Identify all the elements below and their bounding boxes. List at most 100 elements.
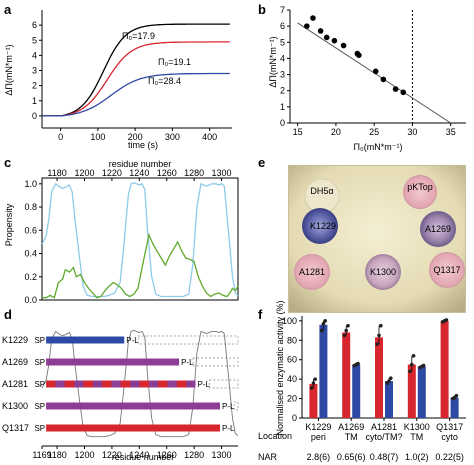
panel-b-ytick-label: 5 [280,37,285,47]
panel-f-point [377,333,381,338]
panel-f-group-name: K1300 [404,422,430,432]
panel-f-group-name: Q1317 [436,422,463,432]
panel-f-location-label: Location [258,431,292,441]
panel-d-row-sp: SP [34,358,45,367]
panel-f-point [321,321,326,326]
panel-d-dashed-box [233,401,239,411]
panel-c-series-line [42,232,239,299]
panel-c-ytick-label: 0.0 [24,295,37,305]
panel-c-xtick-label: 1220 [102,168,122,178]
panel-d-row-sp: SP [34,380,45,389]
panel-f-point [389,376,393,380]
panel-d-row-pl: P-L [126,336,139,345]
colony-k1300 [365,254,401,290]
panel-f-bar [375,337,383,418]
panel-d-xtick-label: 1220 [102,450,122,460]
panel-a-label-0: Π₀=17.9 [122,31,155,41]
panel-f-point [346,323,350,328]
panel-a-ytick-label: 5 [32,35,37,45]
panel-d-xtick-label: 1260 [157,450,177,460]
panel-b-xtick-label: 20 [331,127,341,137]
panel-f-bar [417,366,426,418]
panel-d-row-name: A1269 [2,357,28,367]
panel-f-ytick-label: 20 [287,394,297,404]
colony-q1317 [429,252,465,288]
panel-c-ytick-label: 0.8 [24,202,37,212]
panel-f-point [454,393,459,398]
panel-a-xlabel: time (s) [128,140,158,150]
panel-f-bar [450,397,459,418]
panel-letter-a: a [4,2,12,17]
panel-d-xlabel: residue number [112,452,175,462]
panel-d-construct-bar [46,402,220,410]
panel-f-point [323,319,328,323]
panel-f-group-name: A1281 [371,422,397,432]
panel-f-group-nar: 1.0(2) [405,452,429,462]
plate-label-a1269: A1269 [425,224,451,234]
panel-letter-c: c [4,155,11,170]
panel-a-label-1: Π₀=19.1 [158,57,191,67]
panel-f-point [356,361,360,366]
panel-c-frame [41,177,239,301]
panel-f-group-name: K1229 [305,422,331,432]
plate-label-q1317: Q1317 [433,265,460,275]
panel-f-nar-label: NAR [258,452,278,462]
panel-d-row-name: K1300 [2,401,28,411]
panel-f-bar [342,332,351,418]
panel-d-row-sp: SP [34,424,45,433]
colony-a1281 [294,254,330,290]
panel-c-chart: residue number Propensity 0.0 0.2 0.4 0.6 0.… [4,159,239,305]
panel-a-series-line [42,41,230,117]
panel-b-xtick-label: 30 [407,127,417,137]
panel-d-propensity-trace [41,329,239,438]
panel-b-ytick-label: 0 [280,118,285,128]
panel-d-row-sp: SP [34,402,45,411]
panel-f-ylabel: Normalised enzymatic activity (%) [275,300,285,435]
panel-letter-e: e [258,155,265,170]
panel-f-bar [309,384,318,418]
panel-b-point [400,89,407,96]
panel-b-ytick-label: 7 [280,5,285,15]
panel-b-chart: ΔΠ(mN*m⁻¹) Π₀(mN*m⁻¹) 0 1 2 3 4 5 6 7 15 20 25 30 35 [268,5,466,152]
panel-c-ytick-label: 0.4 [24,249,37,259]
panel-f-ytick-label: 0 [292,413,297,423]
panel-d-xtick-label: 1169 [32,450,51,460]
panel-b-ytick-label: 3 [280,70,285,80]
panel-a-ytick-label: 0 [32,111,37,121]
panel-a-ylabel: ΔΠ(mN*m⁻¹) [4,44,14,95]
panel-c-ytick-label: 0.2 [24,272,37,282]
panel-f-group-nar: 0.48(7) [370,452,399,462]
panel-f-point [411,354,416,358]
panel-f-point [311,381,316,385]
panel-f-point [319,328,324,333]
panel-d-row-sp: SP [34,336,45,345]
panel-c-ylabel: Propensity [4,203,14,246]
panel-f-point [410,362,414,367]
panel-c-title: residue number [109,159,172,169]
panel-d-xtick-label: 1240 [129,450,149,460]
plate-label-k1229: K1229 [310,221,336,231]
colony-k1229 [302,208,338,244]
panel-f-group-location: peri [311,432,326,442]
panel-d-stripe-segment [55,380,65,388]
panel-f-point [421,363,426,368]
panel-d-dashed-box [209,379,239,389]
panel-f-ytick-label: 100 [282,316,297,326]
panel-b-xtick-label: 25 [369,127,379,137]
panel-f-bar [385,381,393,418]
panel-c-ytick-label: 1.0 [24,179,37,189]
panel-d-stripe-segment [186,380,196,388]
panel-a-xtick-label: 200 [128,132,143,142]
panel-b-point [372,68,379,75]
panel-f-group-location: cyto [441,432,458,442]
plate-label-dh5a: DH5α [310,186,333,196]
panel-f-group-location: cyto/TM? [365,432,402,442]
panel-f-ytick-label: 60 [287,355,297,365]
panel-d-xtick-label: 1280 [184,450,204,460]
panel-a-series-line [42,23,230,117]
panel-letter-d: d [4,307,12,322]
panel-f-point [408,369,412,374]
panel-b-point [310,15,316,21]
